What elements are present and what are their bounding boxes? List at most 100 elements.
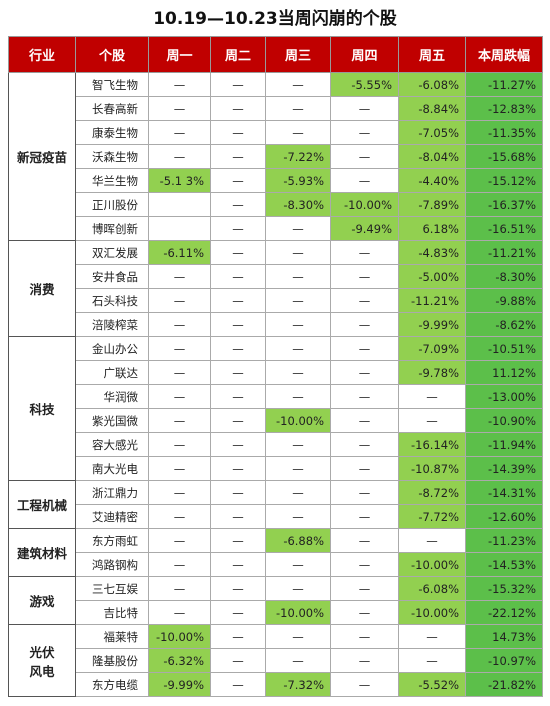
day-cell: — — [265, 480, 331, 505]
day-cell: — — [210, 600, 266, 625]
stock-cell: 广联达 — [75, 360, 149, 385]
day-cell: — — [330, 240, 399, 265]
day-cell: -7.32% — [265, 672, 331, 697]
day-cell: — — [265, 72, 331, 97]
row: 光伏 风电 福莱特 -10.00% — — — —14.73% — [8, 624, 543, 697]
industry-cell: 建筑材料 — [8, 528, 76, 577]
day-cell: — — [210, 528, 266, 553]
stock-cell: 华兰生物 — [75, 168, 149, 193]
day-cell: — — [265, 552, 331, 577]
row: 吉比特 — — -10.00% — -10.00% -22.12% — [9, 600, 543, 625]
total-cell: -8.62% — [465, 312, 543, 337]
day-cell: — — [330, 432, 399, 457]
industry-cell: 新冠疫苗 — [8, 72, 76, 241]
row: 艾迪精密 — — — — -7.72% -12.60% — [9, 504, 543, 529]
header-cell: 本周跌幅 — [465, 36, 543, 73]
day-cell: -8.30% — [265, 192, 331, 217]
day-cell: — — [148, 552, 211, 577]
day-cell: -5.1 3% — [148, 168, 211, 193]
day-cell: — — [148, 336, 211, 361]
row: 石头科技 — — — — -11.21% -9.88% — [9, 288, 543, 313]
day-cell: — — [265, 288, 331, 313]
day-cell: — — [330, 504, 399, 529]
stock-cell: 金山办公 — [75, 336, 149, 361]
day-cell: — — [265, 336, 331, 361]
total-cell: -10.97% — [465, 648, 543, 673]
total-cell: -11.35% — [465, 120, 543, 145]
day-cell: -6.32% — [148, 648, 211, 673]
day-cell: — — [265, 264, 331, 289]
day-cell: — — [210, 288, 266, 313]
total-cell: -11.23% — [465, 528, 543, 553]
row: 正川股份 — -8.30% -10.00% -7.89% -16.37% — [9, 192, 543, 217]
header-cell: 周四 — [330, 36, 399, 73]
day-cell: -9.99% — [148, 672, 211, 697]
day-cell: — — [148, 360, 211, 385]
header-cell: 周三 — [265, 36, 331, 73]
day-cell: — — [265, 360, 331, 385]
day-cell: -5.00% — [398, 264, 466, 289]
industry-cell: 光伏 风电 — [8, 624, 76, 697]
row: 消费 双汇发展 -6.11% — — — -4.83% -11.21% — [8, 240, 543, 337]
day-cell: — — [330, 264, 399, 289]
stock-cell: 福莱特 — [75, 624, 149, 649]
header-cell: 行业 — [8, 36, 76, 73]
day-cell: — — [210, 192, 266, 217]
row: 建筑材料 东方雨虹 — — -6.88% — — -11.23% — [8, 528, 543, 577]
total-cell: -16.37% — [465, 192, 543, 217]
day-cell: -6.08% — [398, 72, 466, 97]
total-cell: -14.39% — [465, 456, 543, 481]
day-cell: — — [148, 312, 211, 337]
day-cell: — — [210, 624, 266, 649]
row: 沃森生物 — — -7.22% — -8.04% -15.68% — [9, 144, 543, 169]
day-cell: — — [148, 600, 211, 625]
total-cell: -14.53% — [465, 552, 543, 577]
table-body: 新冠疫苗 智飞生物 — — — -5.55% -6.08% -11.27% 长春高新 — — — — -8… — [8, 72, 543, 697]
empty-cell — [148, 216, 211, 241]
header-row: 行业 个股 周一 周二 周三 周四 周五 本周跌幅 — [8, 36, 543, 73]
day-cell: — — [265, 624, 331, 649]
day-cell: 6.18% — [398, 216, 466, 241]
day-cell: — — [148, 576, 211, 601]
day-cell: — — [210, 72, 266, 97]
day-cell: — — [265, 216, 331, 241]
day-cell: — — [330, 360, 399, 385]
stock-cell: 隆基股份 — [75, 648, 149, 673]
stock-cell: 双汇发展 — [75, 240, 149, 265]
stock-cell: 沃森生物 — [75, 144, 149, 169]
table: 行业 个股 周一 周二 周三 周四 周五 本周跌幅 新冠疫苗 智飞生物 — — — -5.55% -6.0… — [8, 36, 543, 697]
row: 鸿路钢构 — — — — -10.00% -14.53% — [9, 552, 543, 577]
header-cell: 周五 — [398, 36, 466, 73]
day-cell: -10.00% — [398, 552, 466, 577]
day-cell: — — [330, 528, 399, 553]
day-cell: -6.88% — [265, 528, 331, 553]
day-cell: — — [330, 480, 399, 505]
total-cell: -11.94% — [465, 432, 543, 457]
title: 10.19—10.23当周闪崩的个股 — [153, 9, 397, 29]
day-cell: — — [265, 120, 331, 145]
day-cell: — — [210, 576, 266, 601]
day-cell: -10.00% — [148, 624, 211, 649]
day-cell: -10.00% — [398, 600, 466, 625]
day-cell: -8.04% — [398, 144, 466, 169]
day-cell: -5.93% — [265, 168, 331, 193]
day-cell: — — [148, 120, 211, 145]
row: 东方电缆 -9.99% — -7.32% — -5.52% -21.82% — [9, 672, 543, 697]
total-cell: -15.68% — [465, 144, 543, 169]
day-cell: — — [210, 264, 266, 289]
stock-cell: 东方雨虹 — [75, 528, 149, 553]
total-cell: 11.12% — [465, 360, 543, 385]
stock-cell: 康泰生物 — [75, 120, 149, 145]
day-cell: — — [148, 96, 211, 121]
day-cell: — — [330, 168, 399, 193]
day-cell: — — [265, 576, 331, 601]
day-cell: -9.78% — [398, 360, 466, 385]
day-cell: — — [148, 384, 211, 409]
stock-cell: 安井食品 — [75, 264, 149, 289]
row: 科技 金山办公 — — — — -7.09% -10.51% — [8, 336, 543, 481]
row: 长春高新 — — — — -8.84% -12.83% — [9, 96, 543, 121]
day-cell: — — [265, 432, 331, 457]
total-cell: -12.60% — [465, 504, 543, 529]
day-cell: -11.21% — [398, 288, 466, 313]
